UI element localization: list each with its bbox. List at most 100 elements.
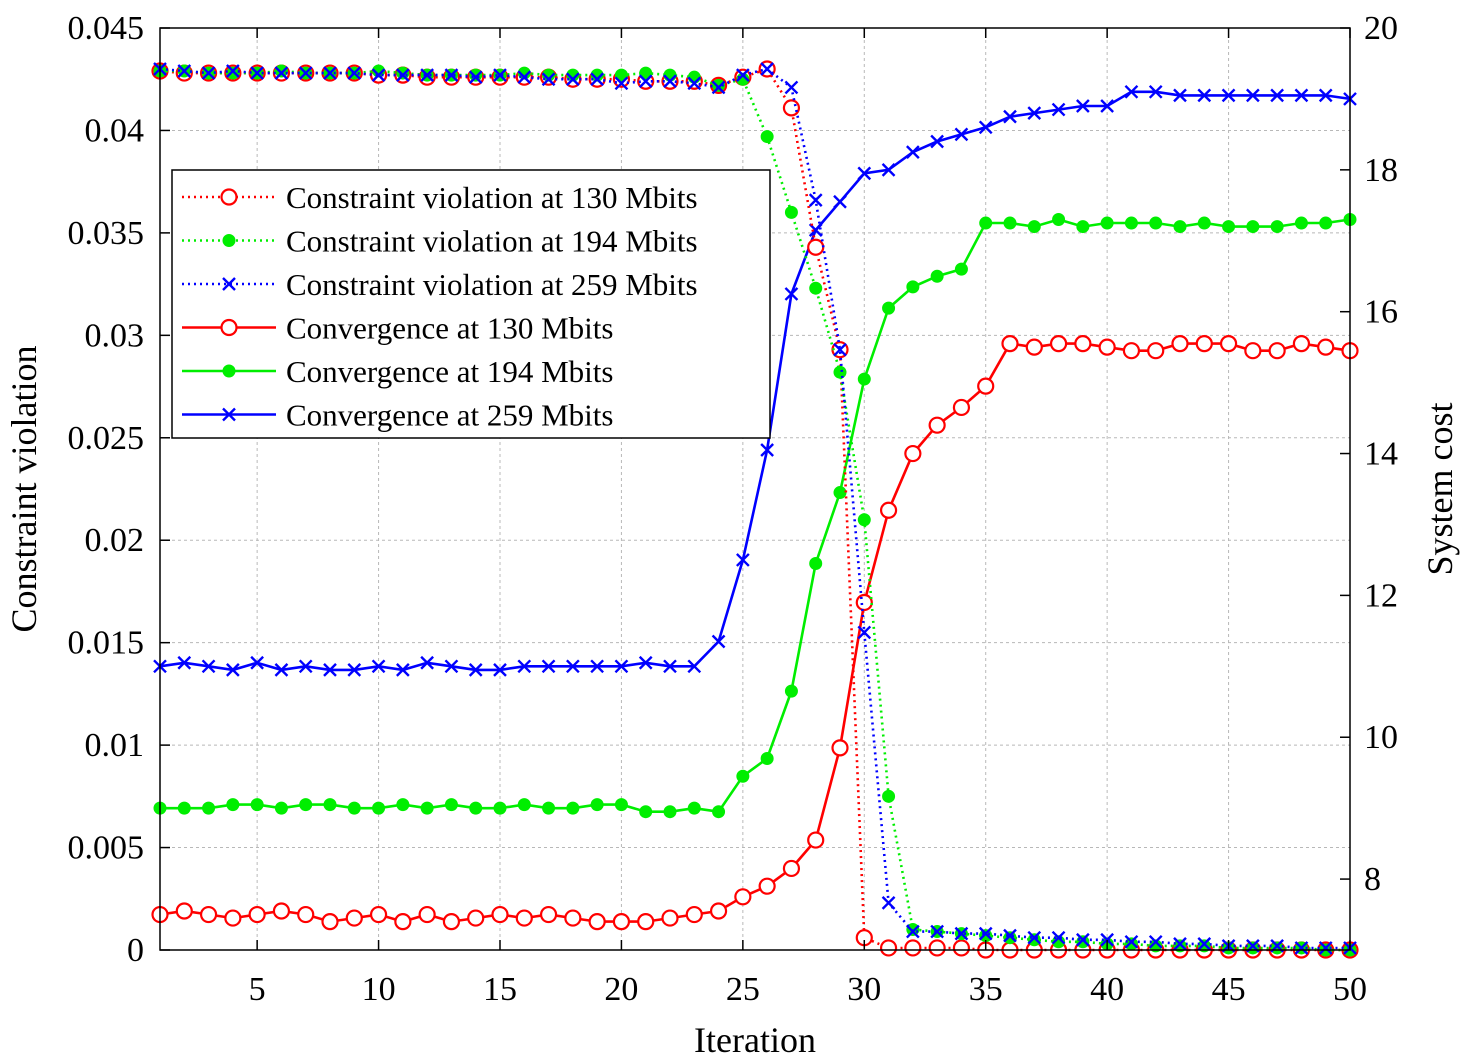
data-point: [541, 659, 556, 674]
y-axis-right-label: System cost: [1420, 402, 1460, 575]
data-point: [711, 634, 726, 649]
data-point: [639, 66, 653, 80]
data-point: [1122, 342, 1141, 360]
data-point: [687, 70, 701, 84]
data-point: [1173, 937, 1187, 951]
data-point: [736, 68, 750, 82]
data-point: [297, 905, 315, 924]
data-point: [566, 68, 580, 82]
data-point: [782, 99, 801, 117]
data-point: [709, 902, 728, 920]
data-point: [588, 913, 606, 931]
data-point: [493, 801, 507, 815]
series-line: [159, 67, 1350, 950]
y-left-tick-label: 0.045: [68, 10, 145, 47]
data-point: [760, 443, 774, 457]
data-point: [226, 64, 240, 78]
data-point: [1124, 934, 1139, 949]
data-point: [808, 223, 823, 237]
data-point: [248, 905, 266, 924]
data-point: [442, 913, 461, 931]
y-left-tick-label: 0.025: [68, 420, 145, 457]
data-point: [979, 929, 993, 943]
data-point: [882, 789, 896, 803]
data-point: [760, 130, 774, 144]
series-layer: [151, 60, 1359, 959]
data-point: [372, 801, 386, 815]
data-point: [906, 924, 920, 939]
data-point: [906, 280, 920, 294]
data-point: [1244, 342, 1262, 360]
legend: Constraint violation at 130 Mbits Constra…: [171, 169, 771, 439]
data-point: [1025, 338, 1043, 356]
data-point: [1294, 88, 1309, 103]
data-point: [882, 301, 896, 315]
data-point: [226, 663, 240, 677]
data-point: [760, 752, 774, 766]
data-point: [274, 663, 289, 677]
data-point: [855, 593, 873, 612]
data-point: [347, 663, 362, 677]
data-point: [298, 659, 313, 674]
data-point: [857, 625, 872, 640]
data-point: [1074, 335, 1092, 353]
data-point: [444, 798, 458, 812]
data-point: [881, 162, 896, 177]
data-point: [1318, 941, 1333, 955]
data-point: [833, 365, 847, 379]
data-point: [323, 66, 337, 80]
data-point: [491, 905, 509, 924]
y-left-tick-label: 0.005: [68, 830, 145, 867]
series-6: [153, 84, 1357, 677]
data-point: [590, 798, 604, 812]
data-point: [978, 926, 993, 941]
data-point: [1076, 99, 1090, 113]
data-point: [1318, 88, 1333, 103]
data-point: [1222, 220, 1236, 234]
series-3: [153, 62, 1357, 955]
x-axis-label: Iteration: [694, 1020, 816, 1060]
x-tick-label: 40: [1090, 971, 1124, 1008]
data-point: [298, 66, 313, 80]
data-point: [1100, 99, 1114, 113]
data-point: [224, 909, 242, 927]
data-point: [952, 939, 971, 957]
data-point: [711, 80, 726, 95]
data-point: [347, 66, 362, 80]
data-point: [420, 68, 434, 82]
x-tick-label: 30: [847, 971, 881, 1008]
data-point: [566, 72, 580, 87]
data-point: [444, 659, 459, 674]
data-point: [784, 287, 799, 301]
data-point: [954, 262, 968, 276]
data-point: [661, 909, 679, 927]
data-point: [199, 905, 218, 924]
data-point: [1270, 88, 1284, 103]
data-point: [226, 798, 240, 812]
legend-marker: [222, 407, 236, 422]
data-point: [1003, 109, 1017, 124]
data-point: [1100, 216, 1114, 230]
x-tick-label: 45: [1212, 971, 1246, 1008]
data-point: [347, 801, 361, 815]
y-axis-left-label: Constraint violation: [4, 346, 44, 633]
data-point: [564, 909, 582, 927]
data-point: [1052, 212, 1066, 226]
data-point: [736, 769, 750, 783]
data-point: [612, 913, 631, 931]
y-left-tick-label: 0.03: [85, 317, 145, 354]
y-left-tick-label: 0.04: [85, 112, 145, 149]
data-point: [734, 888, 752, 906]
data-point: [1147, 342, 1165, 360]
x-tick-label: 35: [969, 971, 1003, 1008]
data-point: [274, 801, 288, 815]
data-point: [1027, 933, 1041, 947]
data-point: [469, 801, 483, 815]
data-point: [904, 939, 922, 957]
data-point: [1292, 335, 1311, 353]
data-point: [493, 68, 507, 82]
x-tick-label: 20: [604, 971, 638, 1008]
data-point: [906, 923, 920, 937]
y-right-tick-label: 14: [1364, 436, 1398, 473]
